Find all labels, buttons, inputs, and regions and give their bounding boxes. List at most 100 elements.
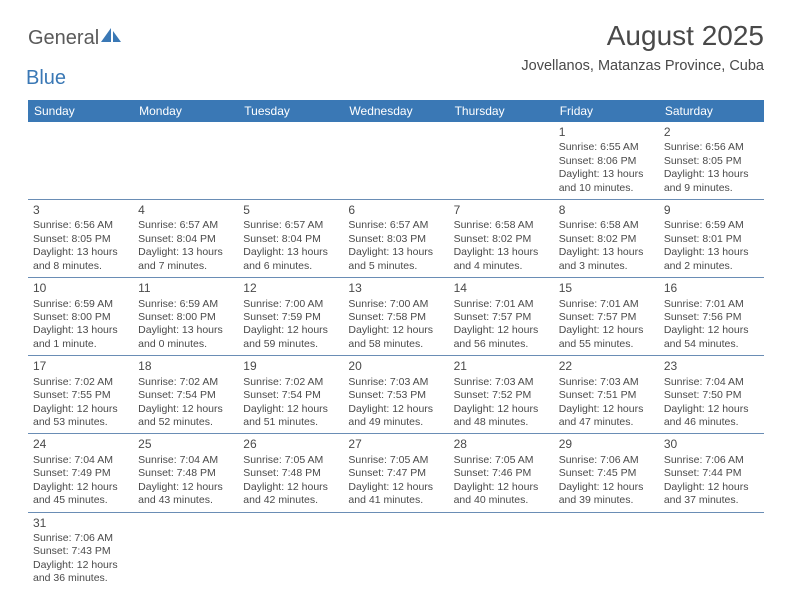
daylight-text: Daylight: 12 hours (664, 403, 759, 416)
day-number: 25 (138, 437, 233, 452)
sunrise-text: Sunrise: 7:06 AM (33, 532, 128, 545)
sunrise-text: Sunrise: 7:03 AM (348, 376, 443, 389)
calendar-day: 31Sunrise: 7:06 AMSunset: 7:43 PMDayligh… (28, 513, 133, 590)
calendar-day: 28Sunrise: 7:05 AMSunset: 7:46 PMDayligh… (449, 434, 554, 512)
daylight-text: Daylight: 12 hours (33, 403, 128, 416)
calendar-empty-cell (28, 122, 133, 200)
calendar-body: 1Sunrise: 6:55 AMSunset: 8:06 PMDaylight… (28, 122, 764, 590)
sunrise-text: Sunrise: 6:56 AM (33, 219, 128, 232)
day-number: 14 (454, 281, 549, 296)
sunset-text: Sunset: 8:00 PM (138, 311, 233, 324)
calendar-day: 9Sunrise: 6:59 AMSunset: 8:01 PMDaylight… (659, 200, 764, 278)
calendar-page: General Blue August 2025 Jovellanos, Mat… (0, 0, 792, 610)
daylight-text: Daylight: 13 hours (559, 168, 654, 181)
calendar-day: 23 Sunrise: 7:04 AMSunset: 7:50 PMDayligh… (659, 356, 764, 434)
logo-blue: Blue (26, 67, 123, 90)
weekday-wed: Wednesday (343, 100, 448, 122)
sunset-text: Sunset: 7:58 PM (348, 311, 443, 324)
calendar-day: 18Sunrise: 7:02 AMSunset: 7:54 PMDayligh… (133, 356, 238, 434)
sunrise-text: Sunrise: 6:57 AM (138, 219, 233, 232)
sunset-text: Sunset: 7:48 PM (138, 467, 233, 480)
sunrise-text: Sunrise: 6:56 AM (664, 141, 759, 154)
sunset-text: Sunset: 7:56 PM (664, 311, 759, 324)
sunrise-text: Sunrise: 7:05 AM (348, 454, 443, 467)
sunrise-text: Sunrise: 6:59 AM (664, 219, 759, 232)
daylight-text: and 3 minutes. (559, 260, 654, 273)
sunset-text: Sunset: 7:50 PM (664, 389, 759, 402)
sunset-text: Sunset: 8:02 PM (559, 233, 654, 246)
logo: General Blue (28, 26, 123, 90)
daylight-text: and 7 minutes. (138, 260, 233, 273)
day-number: 16 (664, 281, 759, 296)
calendar-day: 13Sunrise: 7:00 AMSunset: 7:58 PMDayligh… (343, 278, 448, 356)
daylight-text: Daylight: 12 hours (33, 559, 128, 572)
daylight-text: Daylight: 12 hours (348, 481, 443, 494)
sunset-text: Sunset: 7:59 PM (243, 311, 338, 324)
day-number: 19 (243, 359, 338, 374)
sunset-text: Sunset: 7:51 PM (559, 389, 654, 402)
weekday-sun: Sunday (28, 100, 133, 122)
day-number: 13 (348, 281, 443, 296)
calendar-day: 19Sunrise: 7:02 AMSunset: 7:54 PMDayligh… (238, 356, 343, 434)
day-number: 17 (33, 359, 128, 374)
calendar-day: 20Sunrise: 7:03 AMSunset: 7:53 PMDayligh… (343, 356, 448, 434)
calendar-empty-cell (343, 122, 448, 200)
sunset-text: Sunset: 7:57 PM (454, 311, 549, 324)
sunrise-text: Sunrise: 6:58 AM (559, 219, 654, 232)
logo-l: l (95, 27, 99, 49)
sunset-text: Sunset: 7:54 PM (243, 389, 338, 402)
daylight-text: Daylight: 12 hours (559, 403, 654, 416)
daylight-text: and 1 minute. (33, 338, 128, 351)
daylight-text: and 9 minutes. (664, 182, 759, 195)
day-number: 23 (664, 359, 759, 374)
sunset-text: Sunset: 7:47 PM (348, 467, 443, 480)
calendar-day: 8Sunrise: 6:58 AMSunset: 8:02 PMDaylight… (554, 200, 659, 278)
sunset-text: Sunset: 7:55 PM (33, 389, 128, 402)
day-number: 3 (33, 203, 128, 218)
calendar-day: 1Sunrise: 6:55 AMSunset: 8:06 PMDaylight… (554, 122, 659, 200)
sunrise-text: Sunrise: 7:02 AM (243, 376, 338, 389)
day-number: 11 (138, 281, 233, 296)
sunrise-text: Sunrise: 6:59 AM (33, 298, 128, 311)
daylight-text: and 56 minutes. (454, 338, 549, 351)
day-number: 12 (243, 281, 338, 296)
day-number: 31 (33, 516, 128, 531)
daylight-text: Daylight: 12 hours (664, 481, 759, 494)
calendar-day: 27 Sunrise: 7:05 AMSunset: 7:47 PMDayligh… (343, 434, 448, 512)
calendar-empty-cell (238, 122, 343, 200)
header: General Blue August 2025 Jovellanos, Mat… (28, 20, 764, 90)
daylight-text: and 55 minutes. (559, 338, 654, 351)
day-number: 27 (348, 437, 443, 452)
sunset-text: Sunset: 8:00 PM (33, 311, 128, 324)
daylight-text: Daylight: 12 hours (243, 481, 338, 494)
daylight-text: Daylight: 13 hours (33, 246, 128, 259)
sunset-text: Sunset: 8:02 PM (454, 233, 549, 246)
sunset-text: Sunset: 8:04 PM (138, 233, 233, 246)
daylight-text: and 2 minutes. (664, 260, 759, 273)
calendar-day: 15Sunrise: 7:01 AMSunset: 7:57 PMDayligh… (554, 278, 659, 356)
weekday-tue: Tuesday (238, 100, 343, 122)
calendar-day: 14Sunrise: 7:01 AMSunset: 7:57 PMDayligh… (449, 278, 554, 356)
logo-sail-icon (101, 28, 123, 49)
day-number: 2 (664, 125, 759, 140)
sunset-text: Sunset: 8:03 PM (348, 233, 443, 246)
sunset-text: Sunset: 8:04 PM (243, 233, 338, 246)
day-number: 4 (138, 203, 233, 218)
calendar-day: 7Sunrise: 6:58 AMSunset: 8:02 PMDaylight… (449, 200, 554, 278)
sunrise-text: Sunrise: 7:00 AM (243, 298, 338, 311)
daylight-text: Daylight: 12 hours (243, 324, 338, 337)
sunrise-text: Sunrise: 7:05 AM (454, 454, 549, 467)
sunset-text: Sunset: 8:06 PM (559, 155, 654, 168)
calendar-day: 4Sunrise: 6:57 AMSunset: 8:04 PMDaylight… (133, 200, 238, 278)
sunset-text: Sunset: 7:49 PM (33, 467, 128, 480)
sunset-text: Sunset: 7:46 PM (454, 467, 549, 480)
calendar-day: 6Sunrise: 6:57 AMSunset: 8:03 PMDaylight… (343, 200, 448, 278)
day-number: 9 (664, 203, 759, 218)
daylight-text: and 47 minutes. (559, 416, 654, 429)
sunrise-text: Sunrise: 7:04 AM (664, 376, 759, 389)
sunrise-text: Sunrise: 6:59 AM (138, 298, 233, 311)
calendar-day: 3Sunrise: 6:56 AMSunset: 8:05 PMDaylight… (28, 200, 133, 278)
daylight-text: Daylight: 13 hours (559, 246, 654, 259)
sunrise-text: Sunrise: 6:57 AM (243, 219, 338, 232)
day-number: 18 (138, 359, 233, 374)
